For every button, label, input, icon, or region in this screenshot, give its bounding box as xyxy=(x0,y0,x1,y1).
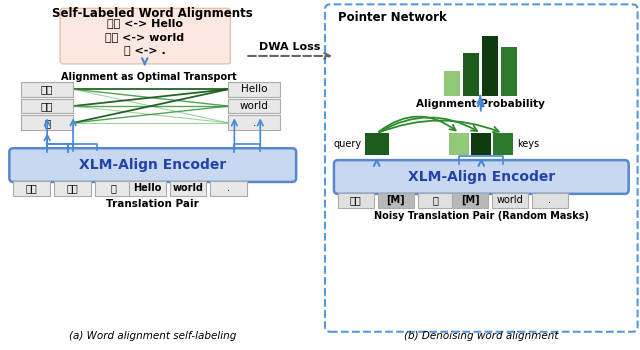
Bar xyxy=(444,71,460,96)
Text: DWA Loss: DWA Loss xyxy=(259,42,321,52)
Bar xyxy=(95,181,132,196)
Text: Hello: Hello xyxy=(241,84,268,94)
Text: Pointer Network: Pointer Network xyxy=(338,11,447,24)
Bar xyxy=(365,133,388,155)
Bar xyxy=(493,133,513,155)
FancyBboxPatch shape xyxy=(60,8,230,64)
Bar xyxy=(228,99,280,113)
Bar xyxy=(492,193,528,208)
Text: [M]: [M] xyxy=(461,195,479,205)
Bar xyxy=(417,193,453,208)
Text: [M]: [M] xyxy=(387,195,405,205)
Text: .: . xyxy=(253,118,256,128)
Bar xyxy=(21,99,73,113)
Text: keys: keys xyxy=(517,139,540,149)
Text: 。: 。 xyxy=(433,195,438,205)
FancyBboxPatch shape xyxy=(10,148,296,182)
Text: 。 <-> .: 。 <-> . xyxy=(124,46,166,56)
Text: world: world xyxy=(497,195,524,205)
Text: XLM-Align Encoder: XLM-Align Encoder xyxy=(79,158,227,172)
Text: .: . xyxy=(227,183,230,194)
Bar xyxy=(21,82,73,97)
Text: XLM-Align Encoder: XLM-Align Encoder xyxy=(408,170,555,184)
Bar xyxy=(378,193,413,208)
Text: query: query xyxy=(333,139,362,149)
Text: Self-Labeled Word Alignments: Self-Labeled Word Alignments xyxy=(52,7,253,20)
Text: 你好: 你好 xyxy=(41,84,53,94)
Bar xyxy=(463,53,479,96)
Bar xyxy=(452,193,488,208)
Bar xyxy=(13,181,50,196)
Text: 你好: 你好 xyxy=(350,195,362,205)
Text: 世界: 世界 xyxy=(67,183,79,194)
Text: 你好 <-> Hello: 你好 <-> Hello xyxy=(107,18,183,28)
Text: 。: 。 xyxy=(111,183,116,194)
Bar xyxy=(211,181,247,196)
Bar xyxy=(338,193,374,208)
Bar xyxy=(501,47,517,96)
Bar xyxy=(170,181,207,196)
Text: (a) Word alignment self-labeling: (a) Word alignment self-labeling xyxy=(69,331,236,341)
Text: (b) Denoising word alignment: (b) Denoising word alignment xyxy=(404,331,559,341)
Bar xyxy=(129,181,166,196)
Text: 。: 。 xyxy=(44,118,51,128)
Text: world: world xyxy=(240,101,269,111)
Text: world: world xyxy=(173,183,204,194)
Text: 世界: 世界 xyxy=(41,101,53,111)
Bar xyxy=(449,133,469,155)
Bar xyxy=(21,116,73,130)
Text: .: . xyxy=(548,195,552,205)
FancyBboxPatch shape xyxy=(334,160,628,194)
Text: Alignment Probability: Alignment Probability xyxy=(416,99,545,108)
Bar xyxy=(471,133,492,155)
Bar xyxy=(228,82,280,97)
Bar xyxy=(54,181,91,196)
Text: 世界 <-> world: 世界 <-> world xyxy=(105,32,184,42)
Text: 你好: 你好 xyxy=(26,183,38,194)
Text: Noisy Translation Pair (Random Masks): Noisy Translation Pair (Random Masks) xyxy=(374,211,589,221)
Text: Hello: Hello xyxy=(133,183,161,194)
Bar xyxy=(532,193,568,208)
Text: Translation Pair: Translation Pair xyxy=(106,199,199,209)
Text: Alignment as Optimal Transport: Alignment as Optimal Transport xyxy=(61,72,237,82)
Bar xyxy=(228,116,280,130)
Bar xyxy=(483,36,498,96)
